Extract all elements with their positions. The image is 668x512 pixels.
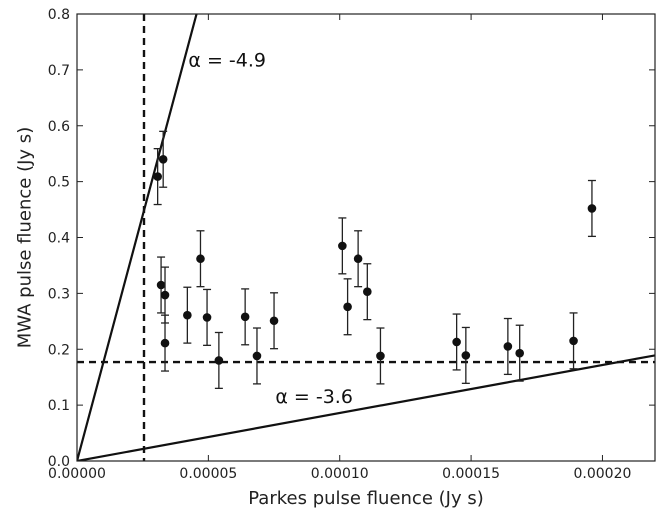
data-point: [587, 179, 597, 238]
y-tick-label: 0.2: [48, 342, 70, 358]
data-point: [153, 148, 162, 206]
data-marker: [156, 280, 166, 290]
spectral-index-line-4: [77, 354, 655, 461]
data-marker: [343, 302, 352, 312]
data-point: [252, 327, 262, 385]
data-point: [452, 313, 461, 371]
data-marker: [153, 172, 162, 181]
y-tick-label: 0.3: [48, 286, 70, 302]
data-marker: [160, 338, 170, 348]
data-marker: [515, 348, 524, 358]
x-tick-label: 0.00010: [311, 466, 369, 482]
data-marker: [363, 287, 372, 296]
y-tick-label: 0.7: [48, 63, 70, 79]
y-tick-label: 0.0: [48, 454, 70, 470]
data-marker: [461, 351, 471, 360]
y-tick-label: 0.8: [48, 7, 70, 23]
x-tick-label: 0.00020: [574, 466, 632, 482]
data-point: [363, 263, 372, 321]
data-point: [515, 324, 524, 382]
data-point: [202, 288, 212, 346]
data-point: [214, 331, 224, 390]
y-axis-title: MWA pulse fluence (Jy s): [14, 127, 35, 348]
plot-area: [77, 14, 655, 461]
plot-frame: [76, 13, 656, 462]
data-marker: [587, 204, 597, 213]
data-marker: [569, 336, 578, 346]
data-point: [196, 230, 205, 288]
data-point: [183, 286, 192, 344]
data-point: [353, 230, 363, 288]
data-point: [156, 256, 166, 314]
data-point: [158, 130, 168, 188]
spectral-index-line-3: [77, 14, 198, 461]
data-marker: [183, 310, 192, 320]
data-marker: [269, 316, 279, 326]
data-marker: [160, 290, 170, 300]
data-point: [160, 314, 170, 372]
y-tick-label: 0.1: [48, 398, 70, 414]
x-tick-label: 0.00005: [179, 466, 237, 482]
data-marker: [240, 312, 250, 322]
data-point: [503, 317, 513, 376]
data-marker: [376, 351, 385, 361]
y-tick-label: 0.4: [48, 231, 70, 247]
data-point: [338, 217, 347, 275]
data-point: [569, 312, 578, 370]
x-tick-label: 0.00015: [442, 466, 500, 482]
spectral-index-label-4: α = -3.6: [275, 386, 353, 408]
data-marker: [252, 351, 262, 361]
data-marker: [503, 342, 513, 351]
data-point: [269, 292, 279, 350]
data-point: [376, 327, 385, 385]
data-point: [461, 326, 471, 384]
axis-ticks: 0.00000 0.00005 0.00010 0.00015 0.00020 0.0 0.…: [48, 7, 655, 482]
data-marker: [196, 254, 205, 264]
y-tick-label: 0.5: [48, 175, 70, 191]
y-tick-label: 0.6: [48, 119, 70, 135]
data-marker: [338, 241, 347, 251]
data-point: [240, 288, 250, 346]
data-marker: [353, 254, 363, 264]
data-marker: [452, 337, 461, 347]
data-marker: [202, 313, 212, 322]
data-point: [343, 278, 352, 336]
x-axis-title: Parkes pulse fluence (Jy s): [248, 488, 483, 509]
spectral-index-label-3: α = -4.9: [188, 50, 266, 72]
data-marker: [214, 356, 224, 365]
data-marker: [158, 154, 168, 164]
x-tick-label: 0.00000: [48, 466, 106, 482]
